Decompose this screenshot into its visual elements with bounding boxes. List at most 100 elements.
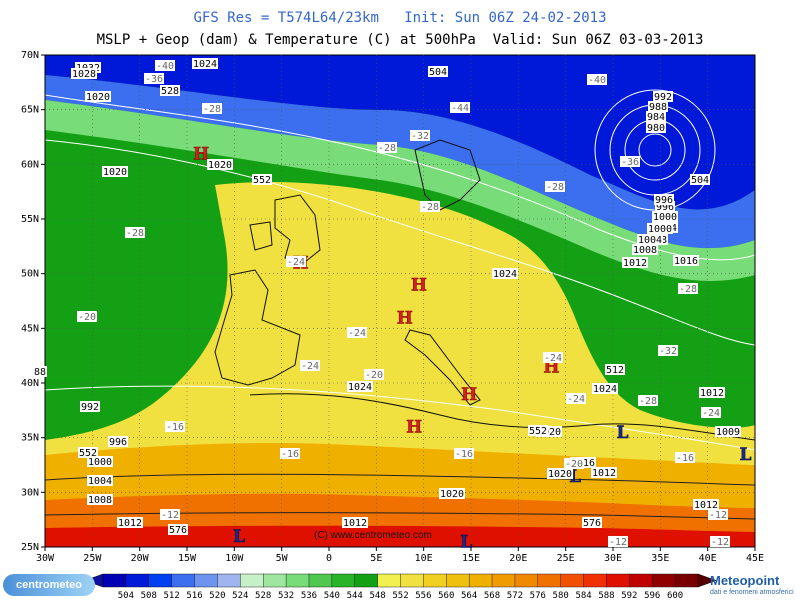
isobar-label: 1012 <box>623 258 647 269</box>
geopotential-label: 504 <box>691 175 709 186</box>
isotherm-label: -28 <box>421 202 439 213</box>
isotherm-label-box <box>155 60 175 71</box>
map-frame <box>44 54 756 548</box>
geopotential-label: 552 <box>529 426 547 437</box>
meteopoint-logo-tagline: dati e fenomeni atmosferici <box>710 589 794 596</box>
isotherm-label: -40 <box>588 75 606 86</box>
isobar-label: 1024 <box>493 269 517 280</box>
isotherm-label: -24 <box>287 257 305 268</box>
isotherm-label: -24 <box>702 408 720 419</box>
geopotential-label: 512 <box>606 365 624 376</box>
coastline-ireland <box>249 221 273 251</box>
isobar <box>45 94 755 261</box>
geopotential-label-box <box>605 364 625 375</box>
geopotential-label-box <box>428 66 448 77</box>
isobar-label: 1020 <box>86 92 110 103</box>
colorbar-tick-label: 528 <box>255 591 271 600</box>
colorbar-tick-label: 568 <box>484 591 500 600</box>
isobar-label-box <box>647 223 673 234</box>
lon-tick-label: 25E <box>557 553 575 564</box>
isobar-label: 1004 <box>88 476 112 487</box>
colorbar-swatch <box>491 573 516 588</box>
colorbar-tick-label: 512 <box>164 591 180 600</box>
isotherm-label: -24 <box>301 361 319 372</box>
isobar-label-box <box>592 383 618 394</box>
colorbar-swatch <box>606 573 631 588</box>
isobar-label: 1024 <box>193 59 217 70</box>
colorbar-tick-label: 580 <box>553 591 569 600</box>
contour-labels: 1032102810241020102010201024102410201012… <box>33 58 741 548</box>
isobar-label-box <box>591 467 617 478</box>
isobar-label: 1020 <box>537 427 561 438</box>
colorbar-swatch <box>354 573 379 588</box>
isobar-label-box <box>652 211 678 222</box>
isobar-ring <box>638 133 672 167</box>
isobar-label: 988 <box>649 102 667 113</box>
lat-tick-label: 30N <box>21 487 39 498</box>
colorbar-tick-label: 544 <box>347 591 363 600</box>
isobar-label-box <box>207 159 233 170</box>
isotherm-label: -24 <box>544 353 562 364</box>
colorbar-tick-label: 596 <box>644 591 660 600</box>
isobar-label: 992 <box>81 402 99 413</box>
isotherm-label: -20 <box>365 370 383 381</box>
low-pressure-center: L <box>740 445 752 465</box>
isobar-label-box <box>87 475 113 486</box>
isotherm-label: -36 <box>621 157 639 168</box>
isotherm-label: -28 <box>546 182 564 193</box>
isobar-label: 1024 <box>348 382 372 393</box>
colorbar-swatch <box>308 573 333 588</box>
latitude-axis: 70N 65N 60N 55N 50N 45N 40N 35N 30N 25N <box>21 50 45 553</box>
lon-tick-label: 15E <box>462 553 480 564</box>
isotherm-label: -12 <box>609 537 627 548</box>
high-pressure-center: H <box>461 385 477 405</box>
isotherm-label-box <box>125 227 145 238</box>
chart-title: MSLP + Geop (dam) & Temperature (C) at 5… <box>96 32 704 48</box>
high-pressure-center: H <box>193 144 209 164</box>
isobar-label-box <box>646 122 666 133</box>
lon-tick-label: 5E <box>370 553 382 564</box>
isobar-label-box <box>87 494 113 505</box>
isotherm-label: -16 <box>166 422 184 433</box>
isotherm-label: -16 <box>676 453 694 464</box>
isobar-label: 996 <box>655 195 673 206</box>
field-band-hottest <box>45 525 755 547</box>
colorbar-legend: 504 508 512 516 520 524 528 532 536 540 544 548 552 5… <box>84 573 717 600</box>
geopotential-label-box <box>582 517 602 528</box>
isotherm-label-box <box>620 156 640 167</box>
isobar <box>45 385 755 451</box>
colorbar-tick-label: 540 <box>324 591 340 600</box>
isotherm-label: -32 <box>411 131 429 142</box>
low-pressure-center: L <box>616 423 628 443</box>
isobar-label: 996 <box>656 202 674 213</box>
coastline-iberia <box>214 269 301 386</box>
lon-tick-label: 40E <box>699 553 717 564</box>
isobar-label: 1020 <box>440 489 464 500</box>
isotherm-label-box <box>454 448 474 459</box>
isobar-label-box <box>439 488 465 499</box>
colorbar-tick-label: 576 <box>530 591 546 600</box>
isobar-label: 1028 <box>72 69 96 80</box>
colorbar-tick-label: 600 <box>667 591 683 600</box>
isobar-label-box <box>80 401 100 412</box>
isotherm-label-box <box>364 369 384 380</box>
colorbar-tick-label: 548 <box>369 591 385 600</box>
isotherm-label-box <box>450 102 470 113</box>
colorbar-tick-label: 516 <box>186 591 202 600</box>
lon-tick-label: 20E <box>509 553 527 564</box>
isotherm-label-box <box>710 536 730 547</box>
colorbar-swatch <box>377 573 402 588</box>
isobar-label-box <box>536 426 562 437</box>
lat-tick-label: 35N <box>21 433 39 444</box>
isotherm-label: -12 <box>709 510 727 521</box>
lon-tick-label: 30E <box>604 553 622 564</box>
colorbar-swatch <box>446 573 470 588</box>
lat-tick-label: 50N <box>21 269 39 280</box>
pressure-centers: HHHHHHHLLLLL <box>193 144 752 553</box>
lat-tick-label: 65N <box>21 105 39 116</box>
isobar-label-box <box>71 68 97 79</box>
colorbar-tick-label: 556 <box>415 591 431 600</box>
colorbar-tick-label: 584 <box>575 591 591 600</box>
isobar-label: 1016 <box>674 256 698 267</box>
isotherm-label: -28 <box>378 143 396 154</box>
